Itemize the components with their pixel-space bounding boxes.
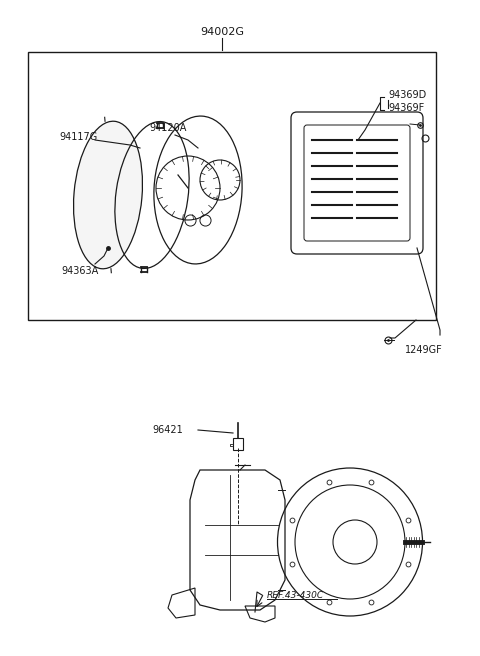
Text: REF.43-430C: REF.43-430C	[267, 590, 324, 600]
Text: 1249GF: 1249GF	[405, 345, 443, 355]
Text: 94120A: 94120A	[149, 123, 187, 133]
Bar	[233, 438, 243, 450]
Text: 94369F: 94369F	[388, 103, 424, 113]
Bar	[28, 52, 436, 320]
Ellipse shape	[73, 121, 143, 269]
Text: 94363A: 94363A	[61, 266, 98, 276]
Text: 94369D: 94369D	[388, 90, 426, 100]
Text: 96421: 96421	[152, 425, 183, 435]
Text: 94117G: 94117G	[59, 132, 97, 142]
Text: 94002G: 94002G	[200, 27, 244, 37]
